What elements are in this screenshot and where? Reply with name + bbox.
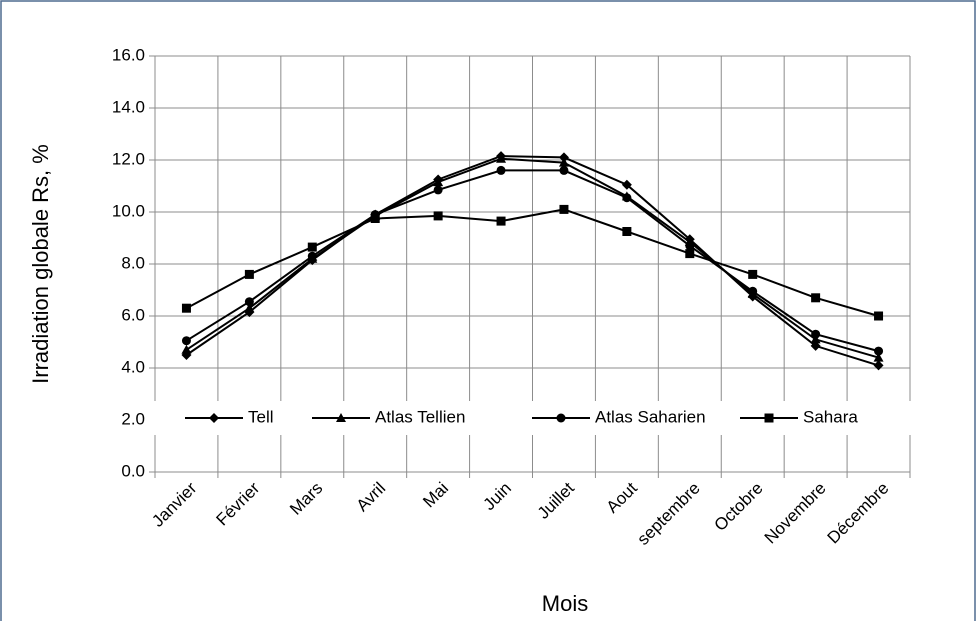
legend-label: Tell (248, 407, 274, 426)
y-tick-label: 14.0 (112, 97, 145, 116)
marker (433, 185, 443, 195)
marker (685, 249, 695, 259)
marker (556, 413, 566, 423)
marker (874, 346, 884, 356)
marker (307, 251, 317, 261)
marker (559, 204, 569, 214)
y-tick-label: 8.0 (121, 253, 145, 272)
y-tick-label: 10.0 (112, 201, 145, 220)
marker (622, 227, 632, 236)
marker (748, 286, 758, 296)
marker (810, 334, 821, 344)
y-tick-label: 4.0 (121, 357, 145, 376)
legend-label: Atlas Tellien (375, 407, 465, 426)
series-line (185, 157, 879, 359)
marker (685, 241, 695, 251)
y-tick-label: 6.0 (121, 305, 145, 324)
marker (748, 269, 758, 279)
legend: Tell Atlas Tellien Atlas Saharien Sahara (148, 401, 916, 435)
marker (496, 216, 506, 226)
marker (873, 360, 884, 371)
marker (433, 177, 444, 187)
marker (307, 242, 317, 252)
marker (764, 413, 774, 423)
marker (558, 152, 569, 163)
marker (244, 297, 254, 307)
marker (244, 269, 254, 279)
marker (621, 179, 632, 190)
series-line (185, 208, 879, 317)
legend-label: Atlas Saharien (595, 407, 706, 426)
marker (811, 329, 821, 339)
marker (209, 413, 219, 423)
marker (622, 193, 632, 203)
marker (496, 165, 506, 175)
y-tick-label: 12.0 (112, 149, 145, 168)
marker (559, 165, 569, 175)
marker (433, 211, 443, 221)
series-line (185, 169, 879, 353)
marker (181, 303, 191, 313)
x-axis-title: Mois (542, 591, 588, 616)
marker (496, 153, 507, 163)
y-tick-label: 0.0 (121, 461, 145, 480)
marker (811, 293, 821, 303)
y-tick-label: 2.0 (121, 409, 145, 428)
marker (181, 344, 192, 354)
legend-label: Sahara (803, 407, 858, 426)
marker (336, 413, 346, 422)
marker (181, 336, 191, 346)
marker (873, 352, 884, 362)
marker (244, 303, 255, 313)
y-tick-label: 16.0 (112, 45, 145, 64)
y-axis-title: Irradiation globale Rs, % (28, 144, 53, 384)
marker (370, 214, 380, 223)
marker (558, 157, 569, 167)
series-line (185, 155, 879, 367)
marker (874, 311, 884, 321)
